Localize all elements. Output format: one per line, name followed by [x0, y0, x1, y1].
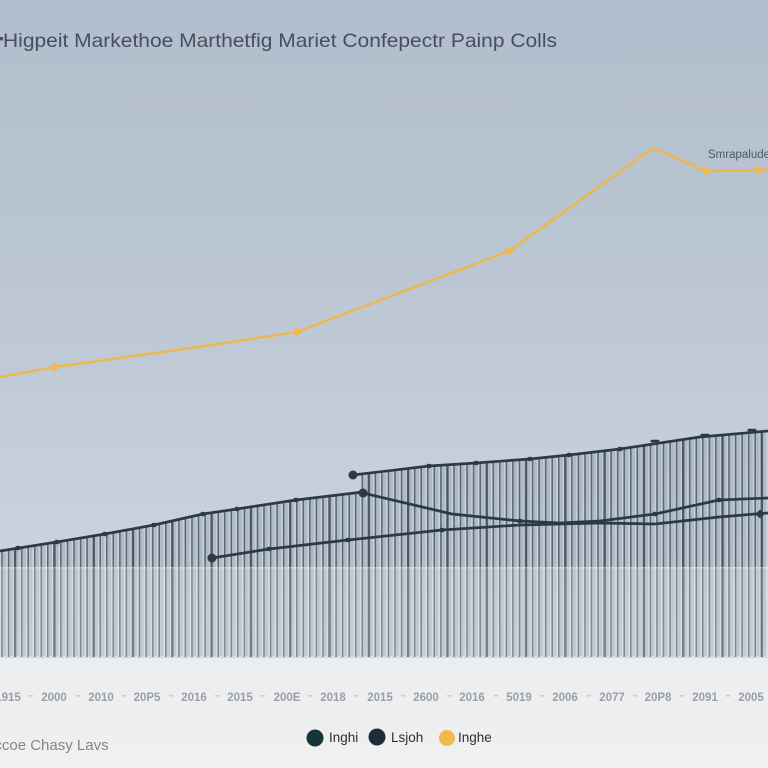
- svg-text:2018: 2018: [320, 692, 346, 704]
- svg-text:5019: 5019: [506, 692, 532, 704]
- svg-text:Higpeit Markethoe Marthetfig M: Higpeit Markethoe Marthetfig Mariet Conf…: [3, 30, 557, 52]
- svg-text:2015: 2015: [227, 692, 253, 704]
- svg-text:Inghe: Inghe: [458, 730, 492, 745]
- svg-text:2600: 2600: [413, 692, 439, 704]
- svg-text:200E: 200E: [274, 692, 301, 704]
- svg-text:2015: 2015: [367, 692, 393, 704]
- svg-text:2016: 2016: [181, 692, 207, 704]
- svg-text:2006: 2006: [552, 692, 578, 704]
- svg-text:2000: 2000: [41, 692, 67, 704]
- svg-text:Smrapalude s: Smrapalude s: [708, 149, 768, 161]
- svg-text:20P5: 20P5: [134, 692, 161, 704]
- svg-text:Inghi: Inghi: [329, 730, 358, 745]
- svg-text:20P8: 20P8: [645, 692, 672, 704]
- svg-text:2016: 2016: [459, 692, 485, 704]
- svg-text:2010: 2010: [88, 692, 114, 704]
- svg-text:1915: 1915: [0, 692, 21, 704]
- svg-text:2005: 2005: [738, 692, 764, 704]
- svg-text:2091: 2091: [692, 692, 718, 704]
- svg-text:2077: 2077: [599, 692, 625, 704]
- svg-text:Soccoe Chasy Lavs: Soccoe Chasy Lavs: [0, 737, 109, 754]
- svg-text:Lsjoh: Lsjoh: [391, 730, 423, 745]
